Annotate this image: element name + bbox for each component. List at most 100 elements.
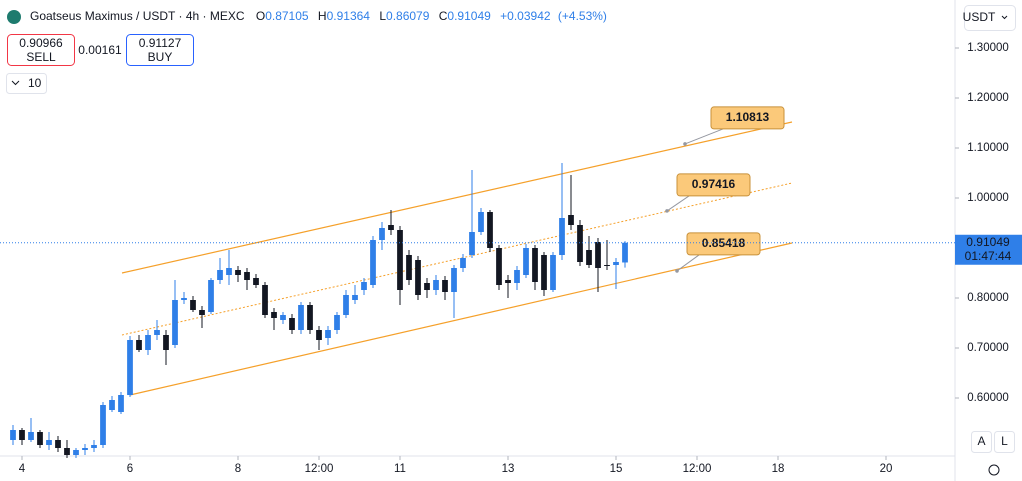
channel-lower — [129, 242, 793, 396]
currency-box[interactable] — [964, 5, 1016, 31]
sell-price[interactable]: 0.90966 — [19, 36, 63, 50]
candle-body — [586, 250, 592, 265]
spread: 0.00161 — [78, 43, 122, 57]
candle-body — [343, 295, 349, 315]
l-label: L — [379, 9, 386, 23]
candle-body — [451, 268, 457, 292]
candle-body — [496, 248, 502, 285]
candle-body — [514, 270, 520, 283]
c-value: 0.91049 — [447, 9, 491, 23]
auto-box[interactable] — [971, 431, 992, 453]
buy-box[interactable] — [126, 34, 194, 66]
currency-button[interactable]: USDT — [963, 5, 1016, 31]
auto-button[interactable]: A — [977, 434, 985, 448]
x-tick-label: 13 — [502, 463, 515, 475]
candle-body — [370, 240, 376, 285]
callout-box — [710, 106, 785, 130]
candle-body — [406, 255, 412, 280]
candle-body — [10, 430, 16, 440]
candle-body — [532, 248, 538, 282]
candle-body — [109, 400, 115, 410]
candle-body — [262, 285, 268, 315]
candle-body — [217, 270, 223, 280]
buy-button[interactable]: 0.91127 BUY — [126, 34, 194, 66]
sell-button[interactable]: 0.90966 SELL — [7, 34, 75, 66]
candle-body — [379, 228, 385, 240]
x-tick-label: 11 — [394, 463, 406, 475]
candle-body — [460, 258, 466, 268]
candle-body — [316, 330, 322, 340]
candle-body — [163, 335, 169, 350]
last-price: 0.91049 — [966, 235, 1010, 249]
candle-body — [289, 318, 295, 330]
candle-body — [559, 218, 565, 255]
candle-body — [46, 440, 52, 445]
settings-icon[interactable] — [988, 464, 1000, 476]
candle-body — [433, 280, 439, 290]
candle-body — [226, 268, 232, 275]
candle-body — [136, 340, 142, 350]
symbol-logo — [7, 10, 21, 24]
channel-upper — [121, 121, 793, 274]
price-tag: 0.91049 01:47:44 — [955, 234, 1022, 265]
callout-pointer — [684, 128, 724, 145]
log-button[interactable]: L — [1001, 434, 1008, 448]
candle-body — [199, 310, 205, 315]
candle-body — [424, 283, 430, 290]
price-tag-bg — [955, 234, 1022, 265]
candle-body — [91, 445, 97, 448]
candle-body — [271, 312, 277, 318]
candle-body — [253, 278, 259, 285]
indicator-count[interactable]: 10 — [28, 76, 42, 90]
candle-body — [523, 248, 529, 275]
h-value: 0.91364 — [327, 9, 371, 23]
callout-anchor — [665, 209, 669, 213]
buy-label[interactable]: BUY — [148, 50, 173, 64]
y-tick-label: 0.60000 — [967, 392, 1009, 404]
scale-buttons: A L — [971, 431, 1015, 476]
candle-body — [388, 225, 394, 230]
callout-box — [686, 232, 761, 256]
y-tick-label: 0.70000 — [967, 342, 1009, 354]
candle-body — [469, 232, 475, 255]
o-value: 0.87105 — [265, 9, 309, 23]
callout-box — [676, 173, 751, 197]
candle-body — [280, 315, 286, 320]
log-box[interactable] — [994, 431, 1015, 453]
buy-price[interactable]: 0.91127 — [139, 36, 182, 50]
callout-pointer — [666, 195, 690, 212]
candle-body — [37, 432, 43, 445]
channel — [121, 121, 793, 396]
x-tick-label: 20 — [880, 463, 893, 475]
candle-body — [55, 440, 61, 448]
candle-body — [190, 300, 196, 310]
candle-body — [487, 212, 493, 248]
candle-body — [154, 330, 160, 335]
callout-anchor — [675, 269, 679, 273]
x-tick-label: 12:00 — [305, 463, 334, 475]
currency[interactable]: USDT — [963, 10, 996, 24]
candle-body — [118, 395, 124, 412]
candle-body — [235, 270, 241, 275]
indicators-toggle[interactable]: 10 — [6, 73, 47, 94]
candle-body — [568, 215, 574, 225]
countdown: 01:47:44 — [965, 249, 1012, 263]
x-tick-label: 15 — [610, 463, 623, 475]
candle-body — [442, 280, 448, 292]
change: +0.03942 — [500, 9, 551, 23]
indicators-box[interactable] — [6, 73, 47, 94]
candle-body — [82, 448, 88, 450]
chevron[interactable] — [11, 80, 20, 86]
candle-body — [64, 448, 70, 455]
sell-box[interactable] — [7, 34, 75, 66]
candle-body — [505, 280, 511, 283]
sell-label[interactable]: SELL — [26, 50, 56, 64]
candle-body — [19, 430, 25, 440]
candle-body — [73, 450, 79, 455]
chevron[interactable] — [1001, 15, 1008, 20]
candle-body — [595, 242, 601, 268]
y-tick-label: 1.00000 — [967, 192, 1009, 204]
candle-body — [397, 230, 403, 290]
